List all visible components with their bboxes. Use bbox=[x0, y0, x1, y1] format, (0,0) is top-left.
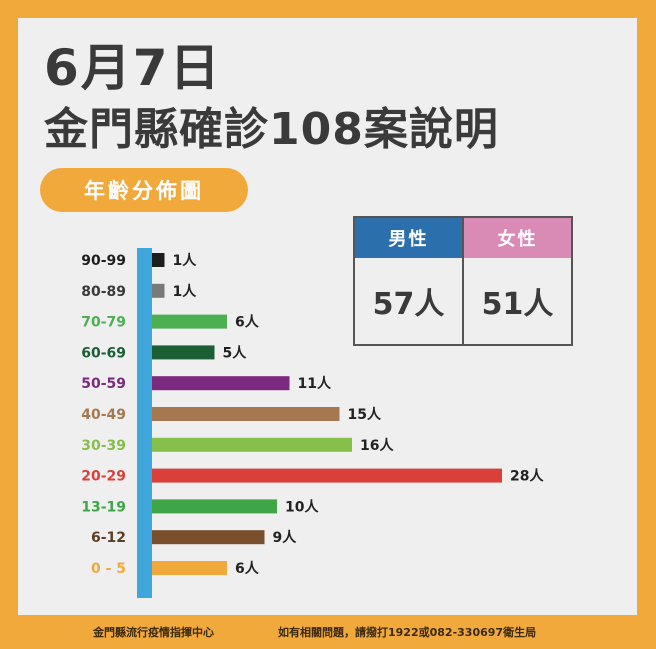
male-label: 男性 bbox=[388, 229, 429, 250]
female-label: 女性 bbox=[497, 229, 538, 250]
category-label: 70-79 bbox=[81, 315, 126, 331]
category-label: 50-59 bbox=[81, 376, 126, 392]
value-label: 11人 bbox=[298, 375, 332, 392]
bar bbox=[152, 283, 165, 298]
bar bbox=[152, 468, 502, 483]
bar bbox=[152, 407, 340, 421]
category-label: 6-12 bbox=[91, 530, 126, 546]
gender-table: 男性 57人 女性 51人 bbox=[353, 216, 573, 346]
bar bbox=[152, 499, 277, 514]
category-label: 0 - 5 bbox=[91, 561, 126, 577]
category-axis bbox=[137, 248, 152, 598]
date-title: 6月7日 bbox=[44, 39, 222, 97]
bar bbox=[152, 437, 352, 452]
value-label: 16人 bbox=[360, 437, 394, 454]
bar bbox=[152, 345, 215, 360]
male-count: 57人 bbox=[372, 287, 445, 322]
bar bbox=[152, 253, 165, 267]
category-label: 40-49 bbox=[81, 407, 126, 423]
value-label: 28人 bbox=[510, 468, 544, 485]
value-label: 1人 bbox=[173, 283, 198, 300]
footer-contact: 如有相關問題，請撥打1922或082-330697衛生局 bbox=[278, 626, 537, 639]
value-label: 5人 bbox=[223, 344, 248, 361]
value-label: 15人 bbox=[348, 406, 382, 423]
category-label: 30-39 bbox=[81, 438, 126, 454]
headline: 金門縣確診108案說明 bbox=[44, 104, 499, 155]
female-column: 女性 51人 bbox=[462, 218, 571, 344]
male-header: 男性 bbox=[355, 218, 462, 258]
chart-title-pill: 年齡分佈圖 bbox=[40, 168, 248, 212]
value-label: 6人 bbox=[235, 314, 260, 331]
value-label: 6人 bbox=[235, 560, 260, 577]
footer-organization: 金門縣流行疫情指揮中心 bbox=[93, 626, 214, 639]
category-label: 60-69 bbox=[81, 345, 126, 361]
category-label: 13-19 bbox=[81, 499, 126, 515]
female-header: 女性 bbox=[464, 218, 571, 258]
female-count: 51人 bbox=[481, 287, 554, 322]
category-label: 90-99 bbox=[81, 253, 126, 269]
chart-title: 年齡分佈圖 bbox=[84, 179, 204, 203]
bar bbox=[152, 530, 265, 545]
bar bbox=[152, 561, 227, 575]
category-label: 80-89 bbox=[81, 284, 126, 300]
bar bbox=[152, 376, 290, 391]
value-label: 10人 bbox=[285, 498, 319, 515]
category-label: 20-29 bbox=[81, 469, 126, 485]
value-label: 9人 bbox=[273, 529, 298, 546]
bar bbox=[152, 314, 227, 329]
value-label: 1人 bbox=[173, 252, 198, 269]
male-column: 男性 57人 bbox=[355, 218, 462, 344]
